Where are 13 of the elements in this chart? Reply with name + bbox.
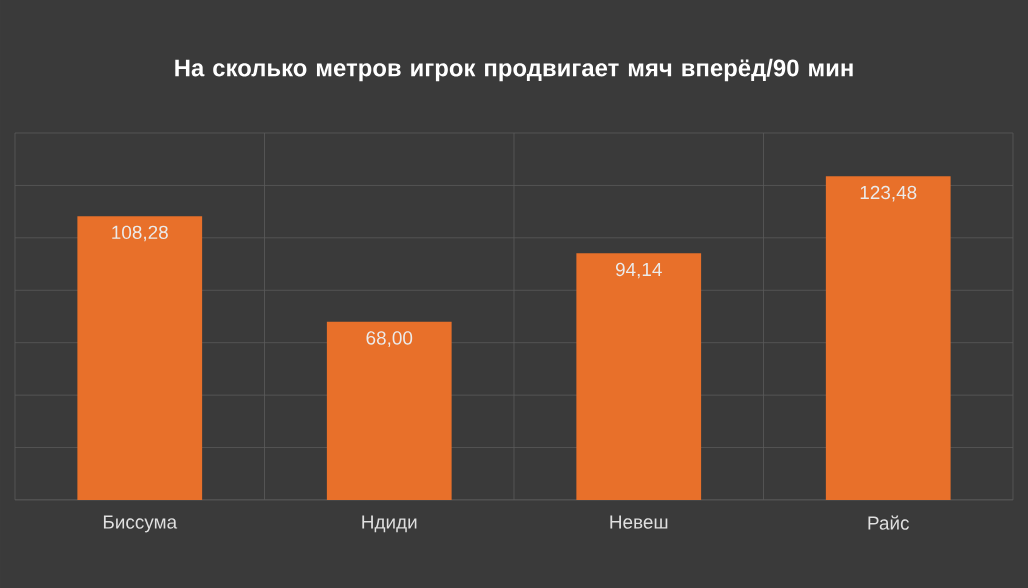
x-tick-label: Ндиди [362,515,417,533]
data-label: 108,28 [112,225,168,242]
x-tick-label: Невеш [610,515,668,529]
x-tick-label: Биссума [103,515,178,533]
bar [576,253,702,500]
bar [77,216,203,500]
data-label: 68,00 [366,331,413,347]
chart-title: На сколько метров игрок продвигает мяч вперёд/90 мин [175,58,853,82]
x-tick-label: Райс [868,515,910,530]
bar [825,176,951,500]
data-label: 94,14 [615,262,662,279]
bar [326,321,452,500]
data-label: 123,48 [860,185,917,202]
